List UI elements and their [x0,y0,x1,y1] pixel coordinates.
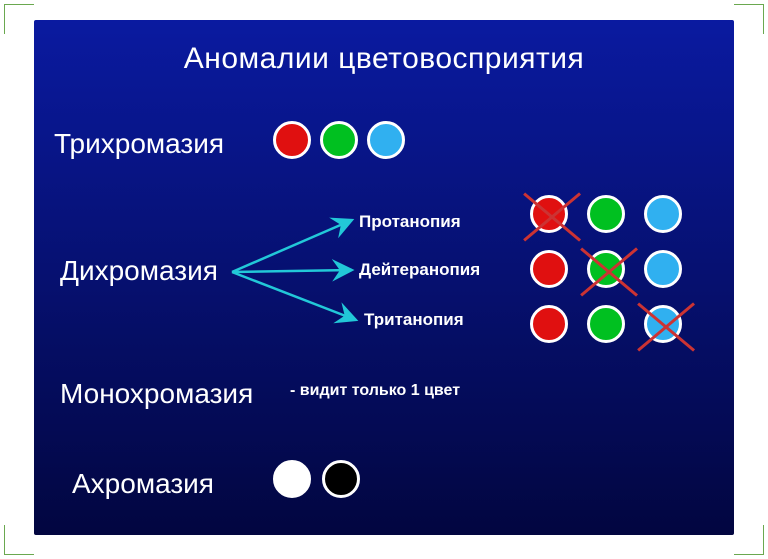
arrow-1 [232,270,352,272]
arrow-2 [232,272,356,320]
slide-title: Аномалии цветовосприятия [34,42,734,76]
dichromasia-circle-r2-c0 [530,305,568,343]
sublabel-deuteranopia: Дейтеранопия [359,260,480,280]
arrow-0 [232,220,352,272]
corner-mark-bl [4,525,34,555]
achromasia-circle-1 [322,460,360,498]
corner-mark-tl [4,4,34,34]
corner-mark-br [734,525,764,555]
label-achromasia: Ахромазия [72,468,214,500]
sublabel-protanopia: Протанопия [359,212,461,232]
dichromasia-circle-r2-c2 [644,305,682,343]
dichromasia-circle-r0-c2 [644,195,682,233]
label-dichromasia: Дихромазия [60,255,218,287]
dichromasia-circle-r0-c1 [587,195,625,233]
monochromasia-note: - видит только 1 цвет [290,382,460,400]
slide: Аномалии цветовосприятия Трихромазия Дих… [34,20,734,535]
trichromasia-circle-0 [273,121,311,159]
dichromasia-circle-r2-c1 [587,305,625,343]
dichromasia-circle-r0-c0 [530,195,568,233]
trichromasia-circle-2 [367,121,405,159]
trichromasia-circle-1 [320,121,358,159]
label-monochromasia: Монохромазия [60,378,253,410]
dichromasia-circle-r1-c1 [587,250,625,288]
label-trichromasia: Трихромазия [54,128,224,160]
dichromasia-circle-r1-c0 [530,250,568,288]
dichromasia-circle-r1-c2 [644,250,682,288]
sublabel-tritanopia: Тританопия [364,310,464,330]
corner-mark-tr [734,4,764,34]
achromasia-circle-0 [273,460,311,498]
